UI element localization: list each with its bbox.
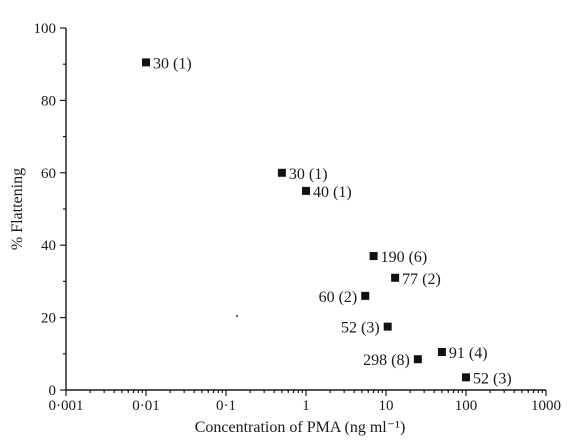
data-point-1 — [277, 168, 286, 177]
x-tick-label-5: 100 — [455, 398, 478, 414]
y-tick-label-4: 80 — [41, 93, 56, 109]
data-point-3 — [369, 252, 378, 261]
point-labels: 30 (1)30 (1)40 (1)190 (6)77 (2)60 (2)52 … — [153, 55, 512, 387]
axis-ticks — [60, 27, 547, 396]
x-tick-label-1: 0·01 — [132, 398, 160, 414]
y-tick-label-3: 60 — [41, 166, 56, 182]
stray-dot — [236, 315, 238, 317]
y-axis-label: % Flattening — [9, 168, 26, 250]
data-point-6 — [383, 322, 392, 331]
data-point-8 — [437, 347, 446, 356]
point-label-1: 30 (1) — [289, 166, 328, 183]
y-tick-label-1: 20 — [41, 311, 56, 327]
data-point-5 — [361, 291, 370, 300]
tick-labels: 0·001 0·01 0·1 1 10 100 1000 0 20 40 60 80 100 — [34, 21, 562, 414]
data-points — [142, 58, 470, 382]
data-point-2 — [302, 186, 310, 195]
x-tick-label-6: 1000 — [531, 398, 561, 414]
x-tick-label-0: 0·001 — [49, 398, 84, 414]
point-label-3: 190 (6) — [381, 249, 428, 266]
y-tick-label-2: 40 — [41, 238, 56, 254]
point-label-7: 298 (8) — [363, 352, 410, 369]
point-label-5: 60 (2) — [319, 289, 358, 306]
x-tick-label-2: 0·1 — [216, 398, 236, 414]
y-tick-label-5: 100 — [34, 21, 57, 37]
x-axis-label: Concentration of PMA (ng ml⁻¹) — [195, 419, 406, 436]
data-point-9 — [462, 373, 470, 382]
point-label-4: 77 (2) — [402, 271, 441, 288]
point-label-9: 52 (3) — [473, 370, 512, 387]
point-label-8: 91 (4) — [449, 345, 488, 362]
data-point-7 — [413, 355, 422, 364]
point-label-0: 30 (1) — [153, 55, 192, 72]
data-point-4 — [391, 273, 400, 282]
data-point-0 — [142, 58, 150, 67]
x-tick-label-3: 1 — [302, 398, 310, 414]
point-label-2: 40 (1) — [313, 184, 352, 201]
x-tick-label-4: 10 — [379, 398, 394, 414]
point-label-6: 52 (3) — [341, 320, 380, 337]
y-tick-label-0: 0 — [49, 383, 57, 399]
